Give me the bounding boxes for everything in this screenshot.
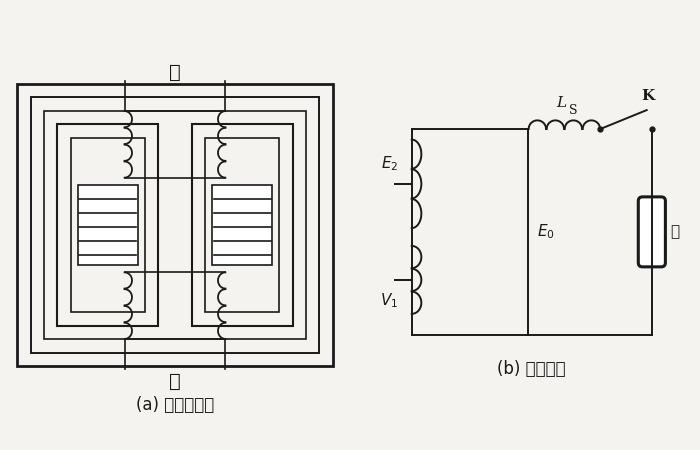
Text: $E_2$: $E_2$ [381,154,398,173]
Text: L: L [556,96,566,110]
Bar [212,184,272,266]
Bar [205,138,279,312]
Bar [192,124,293,326]
Text: (a) 变压器结构: (a) 变压器结构 [136,396,214,414]
Bar [17,84,333,366]
Text: (b) 等效电路: (b) 等效电路 [498,360,566,378]
Text: $V_1$: $V_1$ [380,291,398,310]
Bar [31,97,319,353]
Text: 初: 初 [169,63,181,81]
Text: K: K [642,89,655,103]
Text: $E_0$: $E_0$ [537,222,554,241]
Bar [78,184,138,266]
Bar [71,138,145,312]
Bar [44,111,306,339]
Bar [57,124,158,326]
Text: S: S [568,104,578,117]
FancyBboxPatch shape [638,197,666,267]
Text: 次: 次 [169,372,181,391]
Text: 灯: 灯 [671,225,680,239]
